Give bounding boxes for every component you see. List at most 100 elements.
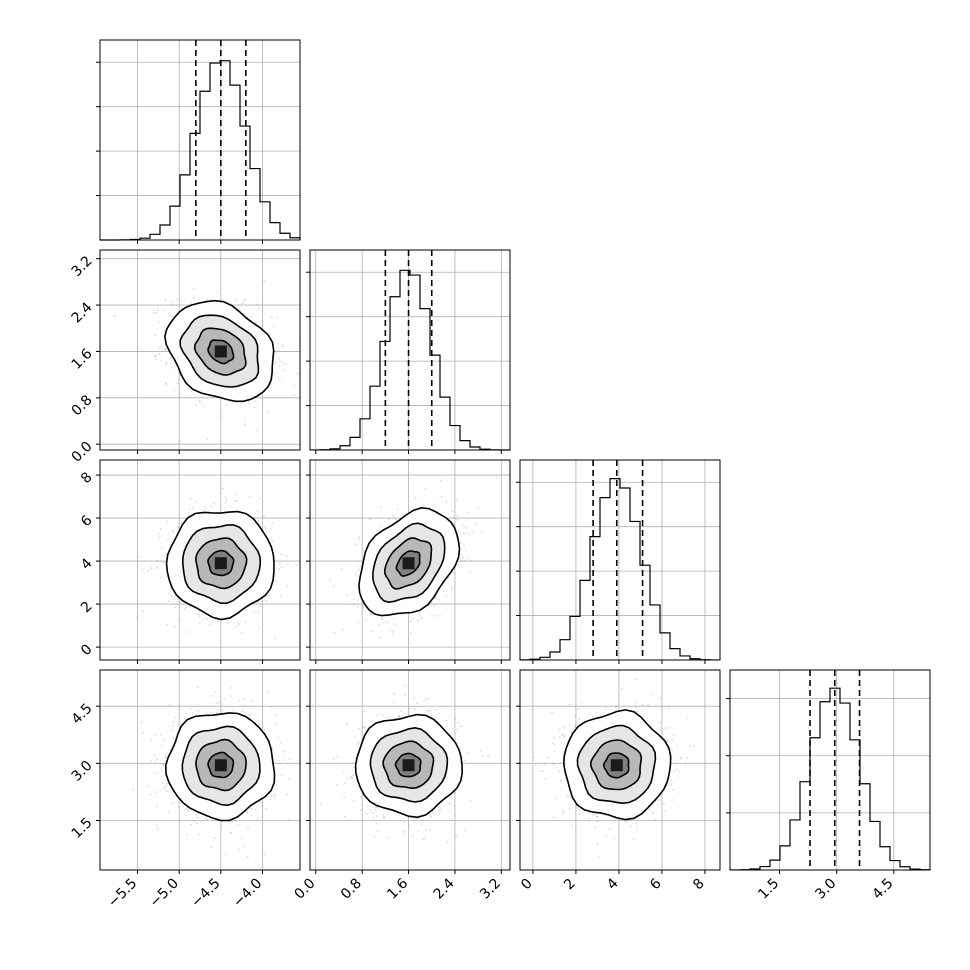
scatter-point [286, 793, 289, 796]
scatter-point [174, 716, 177, 719]
scatter-point [371, 630, 374, 633]
scatter-point [408, 824, 411, 827]
scatter-point [342, 772, 345, 774]
scatter-point [218, 701, 221, 704]
scatter-point [613, 837, 616, 839]
scatter-point [154, 734, 156, 737]
scatter-point [258, 722, 260, 725]
scatter-point [280, 774, 283, 776]
scatter-point [171, 315, 173, 317]
scatter-point [172, 735, 175, 738]
scatter-point [183, 607, 186, 610]
contour-line-level-2 [382, 740, 435, 790]
scatter-point [178, 392, 181, 395]
scatter-point [453, 523, 455, 525]
contour-line-level-1 [372, 522, 446, 604]
scatter-point [188, 605, 191, 608]
scatter-point [267, 411, 270, 413]
scatter-point [276, 316, 279, 319]
scatter-point [439, 808, 442, 810]
scatter-point [442, 590, 445, 593]
scatter-point [450, 796, 453, 799]
scatter-point [243, 705, 245, 707]
scatter-point [369, 518, 372, 521]
scatter-point [165, 754, 167, 756]
scatter-point [388, 629, 391, 632]
scatter-point [398, 715, 400, 717]
scatter-point [357, 605, 359, 608]
scatter-point [230, 831, 233, 834]
scatter-point [356, 599, 359, 602]
scatter-point [456, 514, 459, 517]
scatter-point [150, 567, 153, 570]
scatter-point [403, 821, 406, 823]
scatter-point [270, 537, 273, 539]
scatter-point [375, 822, 378, 825]
scatter-point [379, 525, 382, 528]
scatter-point [456, 518, 458, 521]
scatter-point [332, 757, 335, 760]
scatter-point [547, 756, 550, 759]
scatter-point [177, 526, 180, 529]
scatter-point [376, 529, 379, 532]
scatter-point [198, 622, 201, 625]
density-peak [214, 759, 227, 772]
scatter-point [671, 738, 674, 741]
scatter-point [190, 301, 193, 304]
scatter-point [177, 806, 180, 809]
scatter-point [187, 514, 190, 517]
scatter-point [408, 707, 411, 710]
scatter-point [288, 758, 291, 760]
scatter-point [189, 497, 192, 500]
panel-content [100, 250, 300, 450]
scatter-point [246, 855, 249, 858]
scatter-point [605, 834, 607, 837]
scatter-point [423, 837, 426, 839]
panel-frame [519, 459, 721, 661]
scatter-point [462, 555, 464, 558]
contour-line-level-3 [395, 550, 421, 577]
scatter-point [353, 799, 355, 802]
scatter-point [429, 829, 432, 832]
scatter-point [445, 719, 448, 722]
scatter-point [241, 710, 244, 712]
contour-line-level-3 [207, 339, 235, 365]
scatter-point [394, 623, 397, 626]
scatter-point [400, 710, 402, 713]
scatter-point [160, 359, 162, 362]
scatter-point [195, 822, 198, 824]
scatter-point [382, 621, 385, 624]
scatter-point [274, 637, 277, 639]
scatter-point [456, 834, 458, 837]
scatter-point [212, 502, 215, 505]
scatter-point [216, 290, 219, 292]
scatter-point [376, 830, 379, 833]
scatter-point [399, 716, 402, 719]
scatter-point [213, 837, 216, 839]
scatter-point [210, 846, 213, 849]
scatter-point [274, 795, 276, 798]
scatter-point [376, 806, 379, 809]
scatter-point [386, 836, 389, 839]
scatter-point [176, 298, 179, 301]
scatter-point [221, 824, 223, 827]
scatter-point [250, 807, 253, 810]
scatter-point [158, 533, 160, 535]
scatter-point [170, 357, 173, 359]
scatter-point [164, 756, 167, 759]
scatter-point [192, 507, 195, 510]
scatter-point [286, 585, 289, 587]
panel-frame [309, 459, 511, 661]
scatter-point [217, 708, 220, 711]
scatter-point [288, 777, 291, 780]
contour-line-level-2 [193, 327, 247, 376]
scatter-point [329, 580, 332, 582]
scatter-point [414, 497, 417, 500]
scatter-point [413, 708, 416, 711]
scatter-point [172, 802, 175, 805]
scatter-point [273, 793, 276, 796]
scatter-point [367, 805, 369, 807]
scatter-point [184, 712, 187, 715]
scatter-point [456, 729, 459, 732]
scatter-point [168, 592, 171, 595]
